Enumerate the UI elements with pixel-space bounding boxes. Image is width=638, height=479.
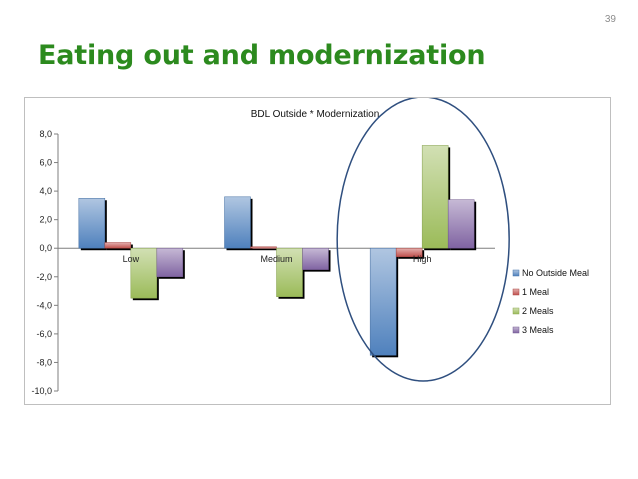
bar-chart: BDL Outside * Modernization 8,0 6,0 4,0 2,0… <box>31 98 589 396</box>
y-tick-label: 0,0 <box>39 243 52 253</box>
y-tick-label: 6,0 <box>39 158 52 168</box>
bar-shadow <box>252 248 279 251</box>
bar-no-outside-meal-low <box>78 198 106 249</box>
x-category-label: High <box>413 254 432 264</box>
page-number: 39 <box>604 14 616 25</box>
y-tick-label: -2,0 <box>36 272 52 282</box>
bar-3-meals-low <box>156 247 184 278</box>
label-layer: Low Medium High <box>123 254 432 264</box>
legend-label: No Outside Meal <box>522 268 589 278</box>
highlight-layer <box>336 98 510 382</box>
bar-no-outside-meal-high <box>369 247 397 356</box>
highlight-ellipse <box>336 98 510 382</box>
y-tick-label: -8,0 <box>36 357 52 367</box>
legend-swatch <box>512 326 520 334</box>
legend: No Outside Meal 1 Meal 2 Meals 3 Meals <box>512 268 589 335</box>
slide-title: Eating out and modernization <box>38 40 486 71</box>
legend-label: 1 Meal <box>522 287 549 297</box>
x-category-label: Medium <box>260 254 292 264</box>
bar-1-meal-high <box>395 247 423 258</box>
legend-swatch <box>512 269 520 277</box>
y-tick-label: -6,0 <box>36 329 52 339</box>
bar-2-meals-high <box>421 145 449 249</box>
y-tick-label: 2,0 <box>39 215 52 225</box>
bar-1-meal-low <box>104 242 132 249</box>
bar-2-meals-medium <box>276 247 303 298</box>
y-tick-label: -10,0 <box>31 386 52 396</box>
bar-3-meals-medium <box>302 247 329 270</box>
legend-label: 3 Meals <box>522 325 554 335</box>
legend-swatch <box>512 307 520 315</box>
bar-2-meals-low <box>130 247 158 299</box>
chart-frame: BDL Outside * Modernization 8,0 6,0 4,0 2,0… <box>24 97 611 405</box>
legend-swatch <box>512 288 520 296</box>
bar-1-meal-medium <box>250 246 277 249</box>
y-tick-label: 8,0 <box>39 129 52 139</box>
bar-layer <box>78 145 477 358</box>
bar-no-outside-meal-medium <box>224 196 251 249</box>
x-category-label: Low <box>123 254 140 264</box>
y-tick-label: -4,0 <box>36 300 52 310</box>
legend-label: 2 Meals <box>522 306 554 316</box>
y-tick-label: 4,0 <box>39 186 52 196</box>
bar-3-meals-high <box>447 199 475 249</box>
chart-title: BDL Outside * Modernization <box>251 109 380 120</box>
